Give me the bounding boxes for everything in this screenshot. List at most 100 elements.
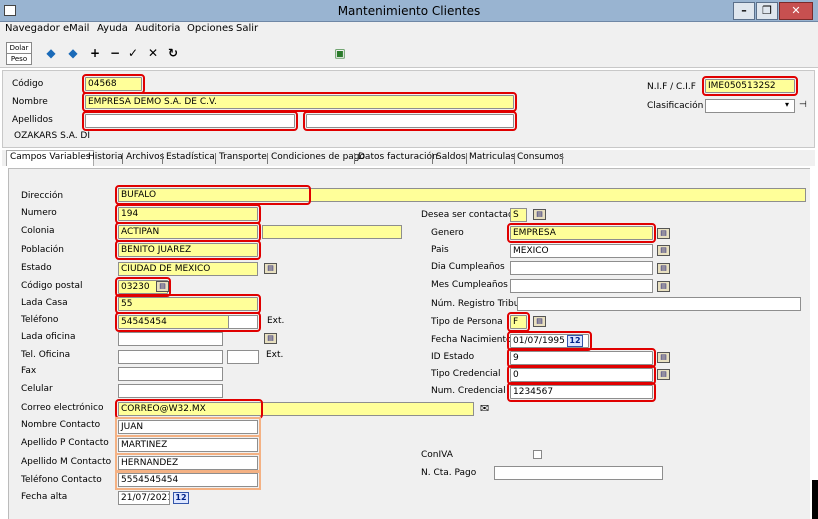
- tab-condiciones-pago[interactable]: Condiciones de pago: [271, 152, 366, 162]
- menu-opciones[interactable]: Opciones: [187, 23, 234, 34]
- fax-field[interactable]: [118, 367, 223, 381]
- colonia-field[interactable]: ACTIPAN: [115, 222, 261, 242]
- nombre-label: Nombre: [12, 97, 48, 107]
- celular-label: Celular: [21, 384, 53, 394]
- telefono-label: Teléfono: [21, 315, 59, 325]
- mes-cumple-lookup-icon[interactable]: ▤: [657, 281, 670, 292]
- direccion-field-bg: [118, 188, 806, 202]
- minimize-button[interactable]: –: [733, 2, 755, 20]
- poblacion-field[interactable]: BENITO JUAREZ: [115, 240, 261, 260]
- apellido1-field[interactable]: [82, 111, 298, 131]
- estado-lookup-icon[interactable]: ▤: [264, 263, 277, 274]
- chevron-down-icon[interactable]: ▾: [785, 100, 790, 109]
- sidebar-toggle-icon[interactable]: ⊣: [799, 100, 807, 110]
- apellido-m-field[interactable]: HERNANDEZ: [115, 453, 261, 473]
- correo-label: Correo electrónico: [21, 403, 104, 413]
- tel-contacto-field[interactable]: 5554545454: [115, 470, 261, 490]
- tab-consumos[interactable]: Consumos: [517, 152, 564, 162]
- tipo-credencial-lookup-icon[interactable]: ▤: [657, 369, 670, 380]
- menu-ayuda[interactable]: Ayuda: [97, 23, 128, 34]
- menu-auditoria[interactable]: Auditoria: [135, 23, 181, 34]
- tel-oficina-ext-field[interactable]: [227, 350, 259, 364]
- refresh-icon[interactable]: ↻: [167, 46, 179, 60]
- cancel-icon[interactable]: ✕: [147, 46, 159, 60]
- lada-casa-field[interactable]: 55: [115, 294, 261, 314]
- genero-field[interactable]: EMPRESA: [507, 223, 656, 243]
- id-estado-field[interactable]: 9: [507, 348, 656, 368]
- tab-datos-facturacion[interactable]: Datos facturación: [358, 152, 438, 162]
- pais-label: Pais: [431, 245, 449, 255]
- coniva-checkbox[interactable]: [533, 450, 542, 459]
- tab-separator: [562, 153, 563, 164]
- calendar-icon[interactable]: 12: [567, 335, 583, 347]
- lada-oficina-lookup-icon[interactable]: ▤: [264, 333, 277, 344]
- delete-icon[interactable]: −: [109, 46, 121, 60]
- correo-field-bg: [118, 402, 474, 416]
- direccion-field[interactable]: BUFALO: [115, 185, 311, 205]
- mes-cumple-label: Mes Cumpleaños: [431, 280, 508, 290]
- tipo-persona-lookup-icon[interactable]: ▤: [533, 316, 546, 327]
- telefono-ext-field[interactable]: [228, 315, 258, 329]
- menu-email[interactable]: eMail: [63, 23, 90, 34]
- estado-field[interactable]: CIUDAD DE MEXICO: [118, 262, 258, 276]
- export-icon[interactable]: ▣: [334, 46, 346, 60]
- tab-saldos[interactable]: Saldos: [436, 152, 466, 162]
- tab-separator: [162, 153, 163, 164]
- contactado-label: Desea ser contactado: [421, 210, 520, 220]
- tab-separator: [267, 153, 268, 164]
- apellido-p-field[interactable]: MARTINEZ: [115, 435, 261, 455]
- maximize-button[interactable]: ❐: [756, 2, 778, 20]
- clasificacion-select[interactable]: [705, 99, 795, 113]
- tab-archivos[interactable]: Archivos: [126, 152, 165, 162]
- tab-transporte[interactable]: Transporte: [219, 152, 267, 162]
- num-credencial-field[interactable]: 1234567: [507, 382, 656, 402]
- next-record-icon[interactable]: ◆: [68, 46, 78, 60]
- genero-label: Genero: [431, 228, 464, 238]
- currency-toggle-button[interactable]: Dolar Peso: [6, 42, 32, 65]
- close-button[interactable]: ✕: [779, 2, 813, 20]
- dia-cumple-lookup-icon[interactable]: ▤: [657, 263, 670, 274]
- apellido-m-label: Apellido M Contacto: [21, 457, 112, 467]
- calendar-icon[interactable]: 12: [173, 492, 189, 504]
- fecha-alta-field[interactable]: 21/07/2021: [118, 491, 170, 505]
- numero-field[interactable]: 194: [115, 204, 261, 224]
- pais-field[interactable]: MEXICO: [510, 244, 653, 258]
- menu-navegador[interactable]: Navegador: [5, 23, 60, 34]
- tab-estadistica[interactable]: Estadística: [166, 152, 215, 162]
- tab-matriculas[interactable]: Matriculas: [469, 152, 516, 162]
- menu-salir[interactable]: Salir: [236, 23, 259, 34]
- tab-separator: [122, 153, 123, 164]
- nombre-contacto-field[interactable]: JUAN: [115, 417, 261, 437]
- correo-field[interactable]: CORREO@W32.MX: [115, 399, 263, 419]
- codigo-field[interactable]: 04568: [82, 74, 145, 94]
- genero-lookup-icon[interactable]: ▤: [657, 228, 670, 239]
- apellido2-field[interactable]: [303, 111, 517, 131]
- cta-pago-field[interactable]: [494, 466, 663, 480]
- registro-field[interactable]: [517, 297, 801, 311]
- id-estado-lookup-icon[interactable]: ▤: [657, 352, 670, 363]
- tipo-persona-field[interactable]: F: [507, 312, 530, 332]
- tipo-credencial-field[interactable]: 0: [507, 365, 656, 385]
- prev-record-icon[interactable]: ◆: [46, 46, 56, 60]
- contactado-lookup-icon[interactable]: ▤: [533, 209, 546, 220]
- nif-field[interactable]: IME0505132S2: [702, 76, 798, 96]
- tel-oficina-field[interactable]: [118, 350, 223, 364]
- contactado-field[interactable]: S: [510, 208, 527, 222]
- dia-cumple-field[interactable]: [510, 261, 653, 275]
- cp-lookup-icon[interactable]: ▤: [156, 281, 169, 292]
- lada-oficina-field[interactable]: [118, 332, 223, 346]
- mes-cumple-field[interactable]: [510, 279, 653, 293]
- add-icon[interactable]: +: [89, 46, 101, 60]
- tab-campos-variables[interactable]: Campos Variables: [6, 150, 95, 166]
- nombre-field[interactable]: EMPRESA DEMO S.A. DE C.V.: [82, 92, 517, 112]
- celular-field[interactable]: [118, 384, 223, 398]
- confirm-icon[interactable]: ✓: [127, 46, 139, 60]
- codigo-label: Código: [12, 79, 44, 89]
- menu-bar: Navegador eMail Ayuda Auditoria Opciones…: [0, 22, 818, 38]
- email-send-icon[interactable]: ✉: [480, 402, 490, 415]
- lada-oficina-label: Lada oficina: [21, 332, 76, 342]
- pais-lookup-icon[interactable]: ▤: [657, 245, 670, 256]
- tab-historia[interactable]: Historia: [88, 152, 123, 162]
- cta-pago-label: N. Cta. Pago: [421, 468, 477, 478]
- fax-label: Fax: [21, 366, 37, 376]
